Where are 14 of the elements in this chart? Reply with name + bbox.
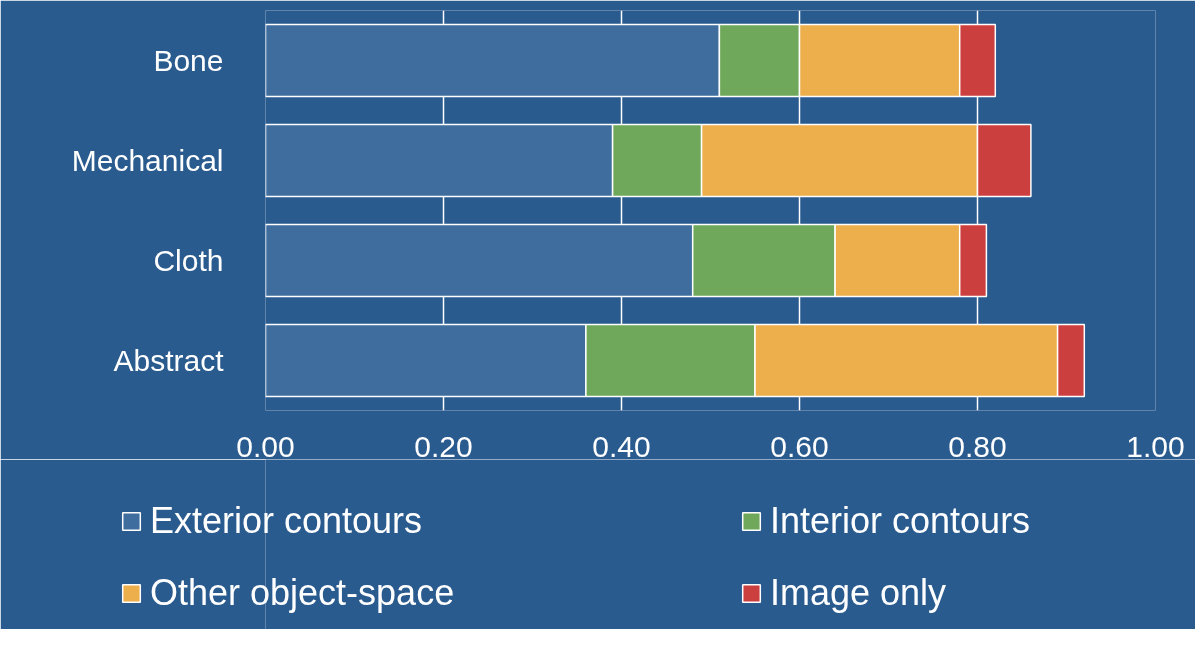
y-tick-label: Abstract	[113, 344, 225, 377]
y-tick-label: Cloth	[153, 244, 224, 277]
x-tick-label: 0.80	[948, 429, 1007, 463]
x-tick-label: 1.00	[1126, 429, 1185, 463]
y-tick-label: Bone	[153, 44, 224, 77]
x-tick-label: 0.60	[770, 429, 829, 463]
legend-label: Interior contours	[770, 500, 1032, 542]
legend-label: Exterior contours	[150, 500, 424, 542]
x-tick-label: 0.00	[236, 429, 295, 463]
y-tick-label: Mechanical	[71, 144, 224, 177]
legend-label: Other object-space	[150, 572, 456, 614]
x-tick-label: 0.20	[414, 429, 473, 463]
x-tick-label: 0.40	[592, 429, 651, 463]
legend-label: Image only	[770, 572, 948, 614]
